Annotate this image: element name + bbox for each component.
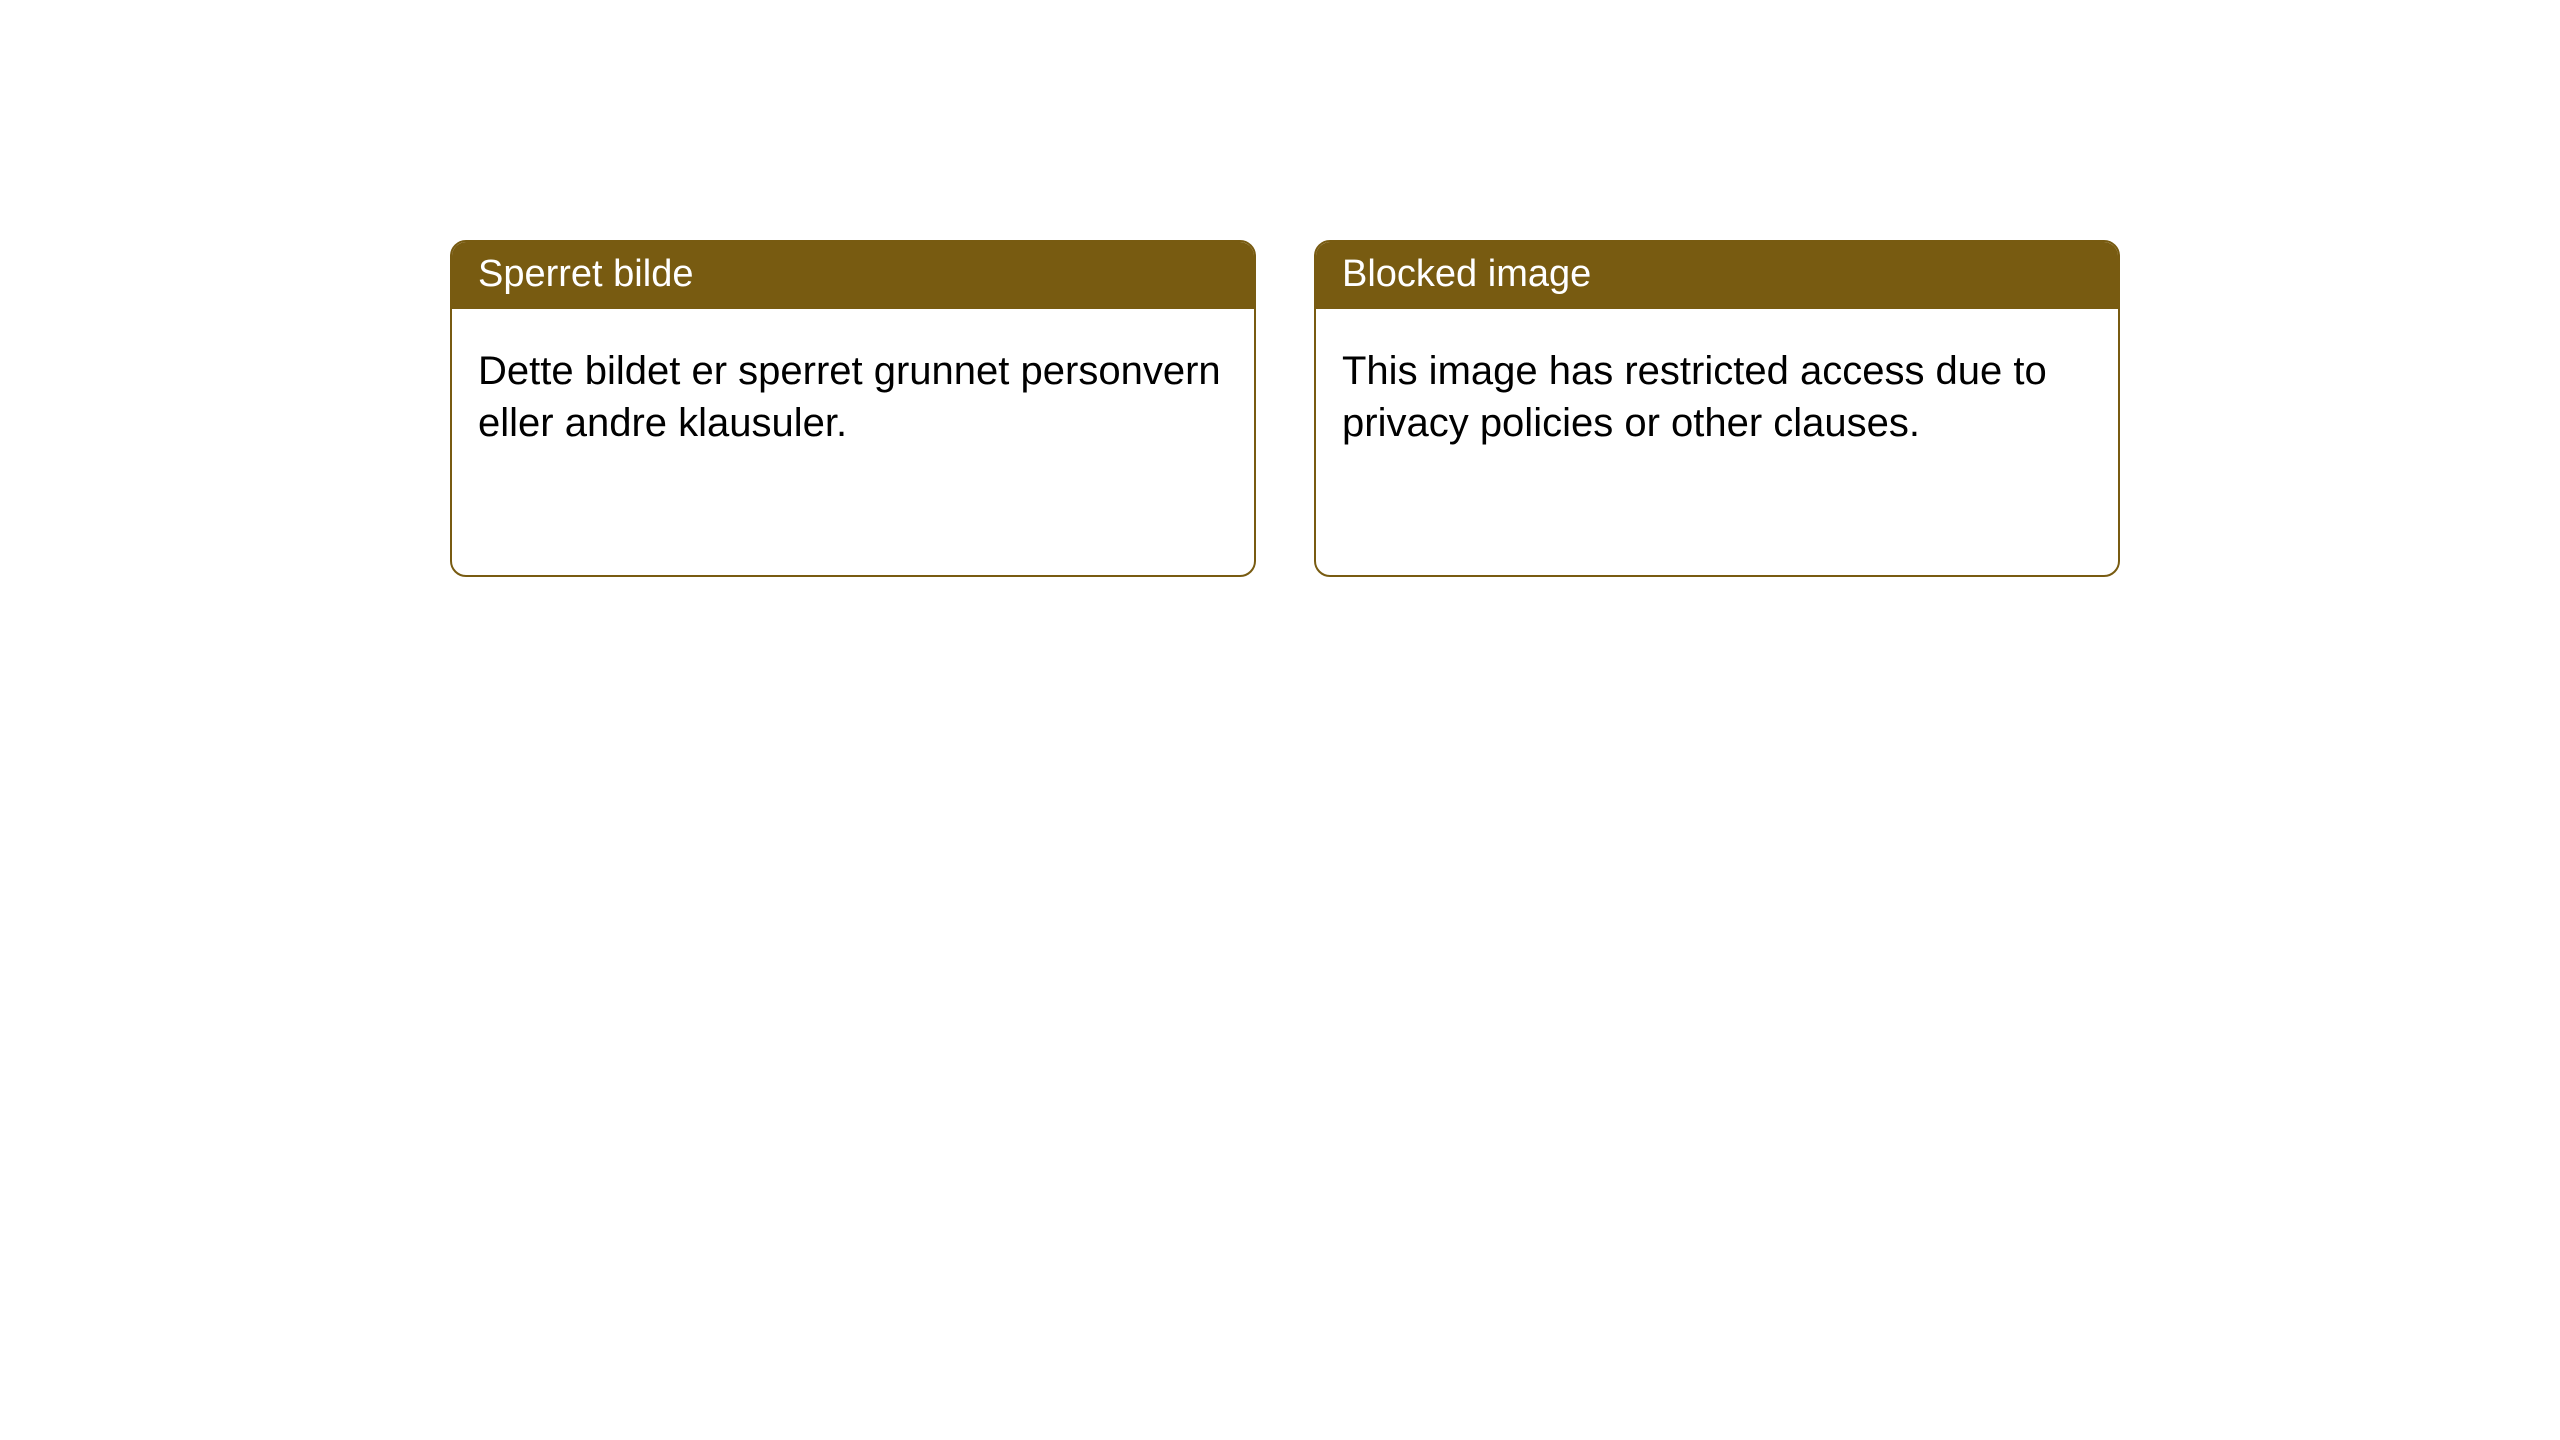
notice-card-english: Blocked image This image has restricted … [1314, 240, 2120, 577]
notice-title-english: Blocked image [1316, 242, 2118, 309]
notice-container: Sperret bilde Dette bildet er sperret gr… [0, 0, 2560, 577]
notice-body-norwegian: Dette bildet er sperret grunnet personve… [452, 309, 1254, 485]
notice-title-norwegian: Sperret bilde [452, 242, 1254, 309]
notice-card-norwegian: Sperret bilde Dette bildet er sperret gr… [450, 240, 1256, 577]
notice-body-english: This image has restricted access due to … [1316, 309, 2118, 485]
